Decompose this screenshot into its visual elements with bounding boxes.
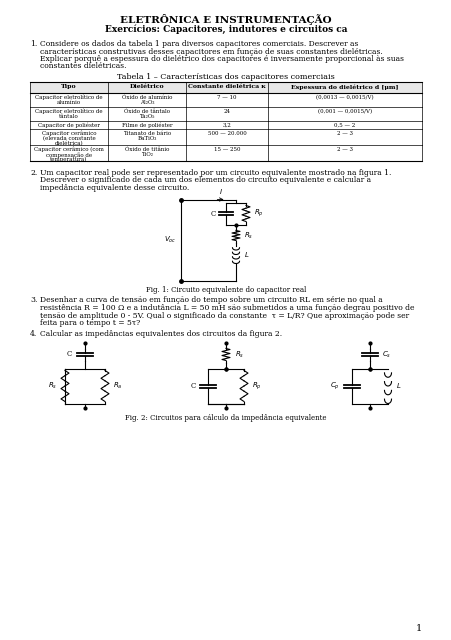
- Text: temperatura): temperatura): [50, 157, 87, 163]
- Text: Tabela 1 – Características dos capacitores comerciais: Tabela 1 – Características dos capacitor…: [117, 73, 334, 81]
- Text: características construtivas desses capacitores em função de suas constantes die: características construtivas desses capa…: [40, 47, 382, 56]
- Text: dielétrica): dielétrica): [55, 141, 83, 147]
- Text: Descrever o significado de cada um dos elementos do circuito equivalente e calcu: Descrever o significado de cada um dos e…: [40, 177, 370, 184]
- Text: Explicar porquê a espessura do dielétrico dos capacitores é inversamente proporc: Explicar porquê a espessura do dielétric…: [40, 55, 403, 63]
- Text: compensação de: compensação de: [46, 152, 92, 157]
- Text: Ta₂O₅: Ta₂O₅: [139, 114, 154, 119]
- Text: $R_a$: $R_a$: [113, 381, 122, 391]
- Text: Óxido de titânio: Óxido de titânio: [124, 147, 169, 152]
- Text: 2 — 3: 2 — 3: [336, 147, 352, 152]
- Text: 3.: 3.: [30, 296, 37, 305]
- Text: $V_{oc}$: $V_{oc}$: [163, 235, 175, 245]
- Text: 24: 24: [223, 109, 230, 114]
- Text: resistência R = 100 Ω e a indutância L = 50 mH são submetidos a uma função degra: resistência R = 100 Ω e a indutância L =…: [40, 304, 414, 312]
- Text: Calcular as impedâncias equivalentes dos circuitos da figura 2.: Calcular as impedâncias equivalentes dos…: [40, 330, 281, 337]
- Text: TiO₂: TiO₂: [141, 152, 152, 157]
- Text: (0,001 — 0,0015/V): (0,001 — 0,0015/V): [317, 109, 371, 114]
- Text: impedância equivalente desse circuito.: impedância equivalente desse circuito.: [40, 184, 189, 192]
- Text: Óxido de tântalo: Óxido de tântalo: [124, 109, 170, 114]
- Text: Capacitor de poliéster: Capacitor de poliéster: [38, 123, 100, 129]
- Text: 2.: 2.: [30, 169, 37, 177]
- Text: Desenhar a curva de tensão em função do tempo sobre um circuito RL em série no q: Desenhar a curva de tensão em função do …: [40, 296, 382, 305]
- Bar: [30, 82, 421, 93]
- Text: Constante dielétrica κ: Constante dielétrica κ: [188, 84, 265, 89]
- Text: $L$: $L$: [244, 250, 249, 259]
- Text: $C_p$: $C_p$: [330, 380, 339, 392]
- Text: 4.: 4.: [30, 330, 37, 337]
- Text: alumínio: alumínio: [57, 100, 81, 105]
- Text: Fig. 1: Circuito equivalente do capacitor real: Fig. 1: Circuito equivalente do capacito…: [146, 287, 305, 294]
- Text: $I$: $I$: [218, 188, 222, 196]
- Text: Um capacitor real pode ser representado por um circuito equivalente mostrado na : Um capacitor real pode ser representado …: [40, 169, 391, 177]
- Text: $R_s$: $R_s$: [244, 230, 253, 241]
- Text: 7 — 10: 7 — 10: [217, 95, 236, 100]
- Text: $C_s$: $C_s$: [381, 349, 391, 360]
- Text: Fig. 2: Circuitos para cálculo da impedância equivalente: Fig. 2: Circuitos para cálculo da impedâ…: [125, 413, 326, 422]
- Text: Capacitor eletrolítico de: Capacitor eletrolítico de: [35, 109, 102, 115]
- Text: Titanato de bário: Titanato de bário: [123, 131, 170, 136]
- Text: Capacitor cerâmico: Capacitor cerâmico: [41, 131, 96, 136]
- Text: 2 — 3: 2 — 3: [336, 131, 352, 136]
- Text: Óxido de alumínio: Óxido de alumínio: [121, 95, 172, 100]
- Text: 15 — 250: 15 — 250: [213, 147, 240, 152]
- Text: C: C: [190, 382, 196, 390]
- Text: $R_s$: $R_s$: [48, 381, 57, 391]
- Text: BaTiO₃: BaTiO₃: [137, 136, 156, 141]
- Text: Dielétrico: Dielétrico: [129, 84, 164, 89]
- Text: ELETRÔNICA E INSTRUMENTAÇÃO: ELETRÔNICA E INSTRUMENTAÇÃO: [120, 14, 331, 25]
- Text: 1.: 1.: [30, 40, 37, 48]
- Text: Espessura do dielétrico d [μm]: Espessura do dielétrico d [μm]: [290, 84, 398, 90]
- Text: (elevada constante: (elevada constante: [42, 136, 95, 141]
- Text: $R_p$: $R_p$: [253, 208, 263, 220]
- Text: 500 — 20.000: 500 — 20.000: [207, 131, 246, 136]
- Text: $R_p$: $R_p$: [252, 380, 261, 392]
- Text: Filme de poliéster: Filme de poliéster: [121, 123, 172, 129]
- Text: C: C: [67, 351, 72, 358]
- Text: Al₂O₃: Al₂O₃: [139, 100, 154, 105]
- Text: constantes dielétricas.: constantes dielétricas.: [40, 63, 126, 70]
- Text: 0,5 — 2: 0,5 — 2: [334, 123, 355, 128]
- Text: (0,0013 — 0,0015/V): (0,0013 — 0,0015/V): [316, 95, 373, 100]
- Text: feita para o tempo t = 5τ?: feita para o tempo t = 5τ?: [40, 319, 140, 327]
- Text: $R_s$: $R_s$: [235, 349, 244, 360]
- Text: Exercícios: Capacitores, indutores e circuitos ca: Exercícios: Capacitores, indutores e cir…: [105, 24, 346, 33]
- Text: Considere os dados da tabela 1 para diversos capacitores comerciais. Descrever a: Considere os dados da tabela 1 para dive…: [40, 40, 358, 48]
- Text: tensão de amplitude 0 - 5V. Qual o significado da constante  τ = L/R? Que aproxi: tensão de amplitude 0 - 5V. Qual o signi…: [40, 312, 408, 319]
- Text: 1: 1: [415, 624, 421, 633]
- Text: Capacitor eletrolítico de: Capacitor eletrolítico de: [35, 95, 102, 100]
- Text: $L$: $L$: [395, 381, 400, 390]
- Text: Capacitor cerâmico (com: Capacitor cerâmico (com: [34, 147, 104, 152]
- Text: 3,2: 3,2: [222, 123, 231, 128]
- Text: tântalo: tântalo: [59, 114, 79, 119]
- Text: Tipo: Tipo: [61, 84, 77, 89]
- Text: C: C: [210, 209, 216, 218]
